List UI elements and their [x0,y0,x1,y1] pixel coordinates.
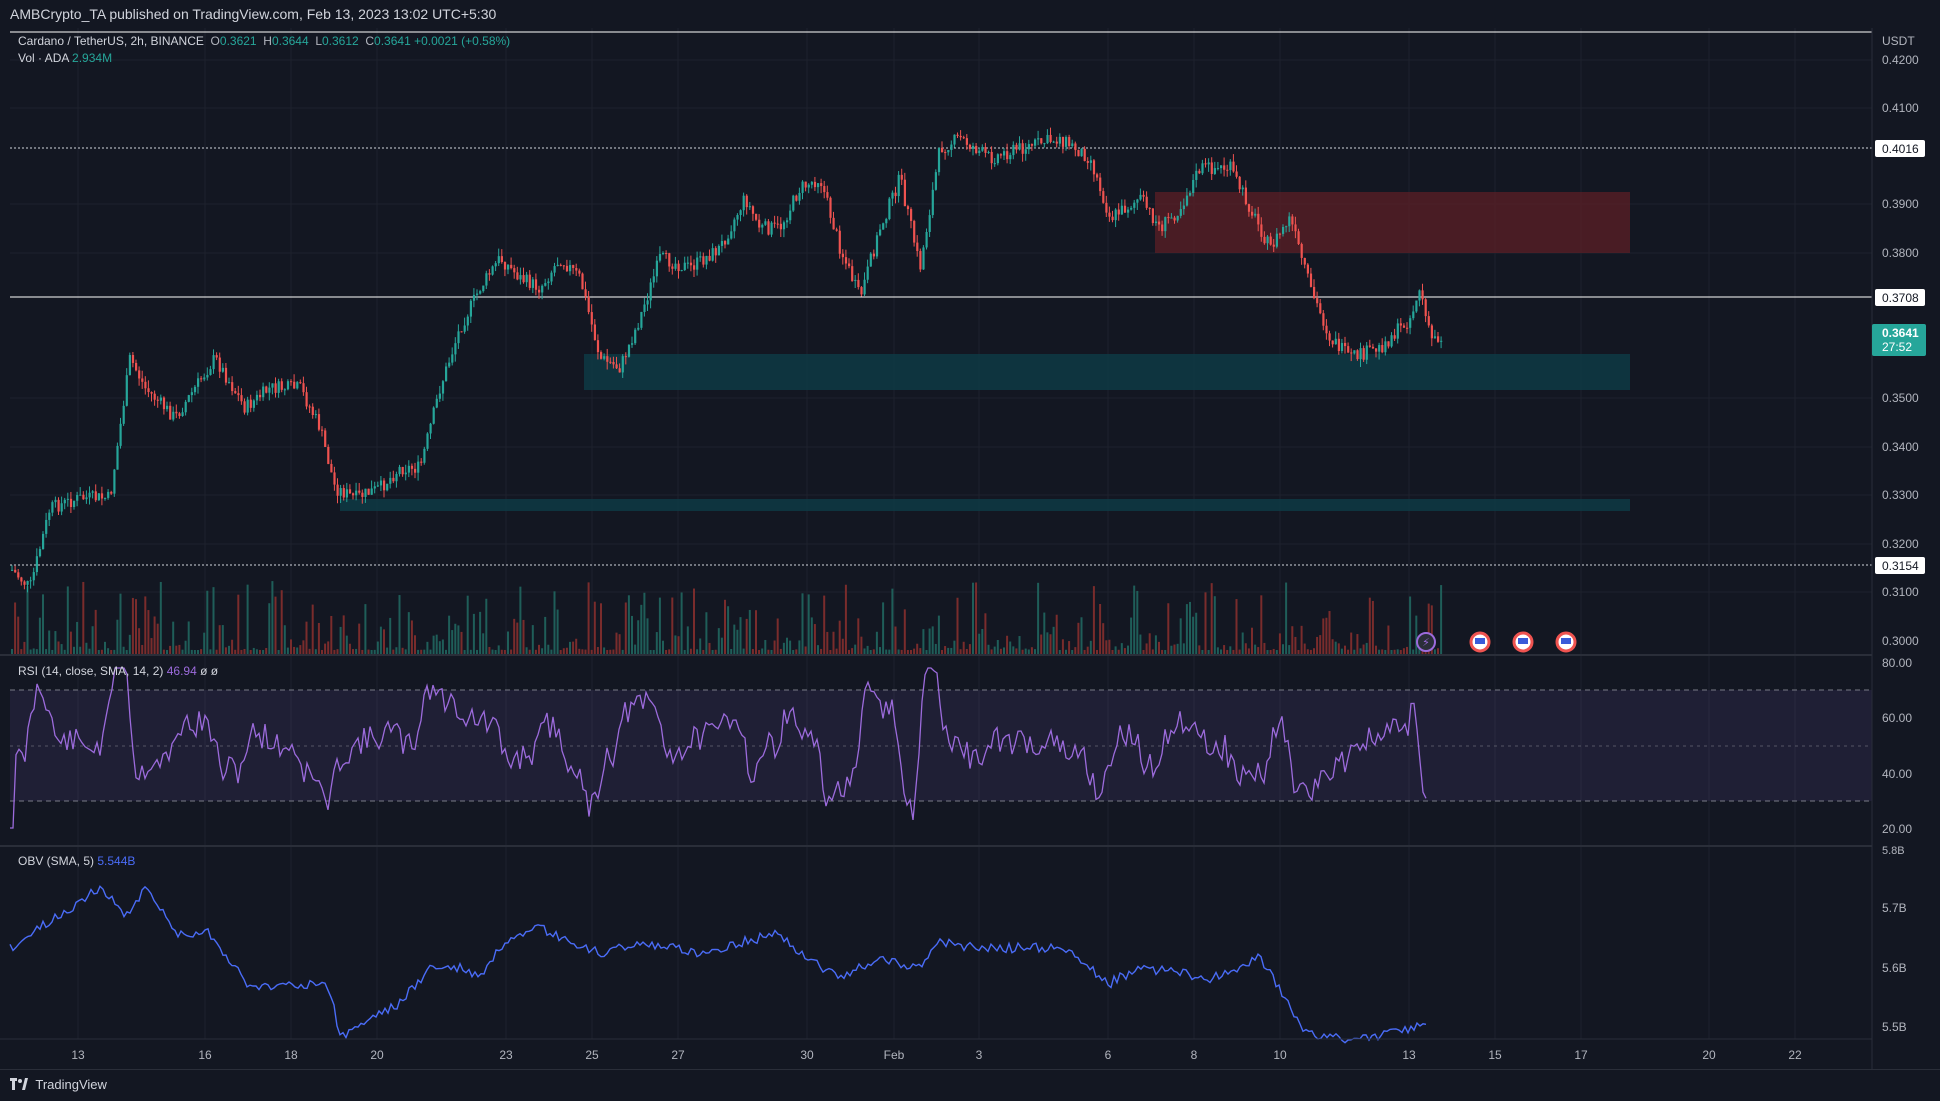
price-tick: 0.4200 [1882,53,1919,67]
volume-value: 2.934M [72,51,113,65]
price-tick: 0.3800 [1882,246,1919,260]
time-tick: 20 [1702,1048,1716,1062]
price-tick: 0.3300 [1882,488,1919,502]
supply-zone [1155,192,1630,253]
candlesticks [11,127,1443,593]
obv-tick: 5.6B [1882,961,1907,975]
rsi-label: RSI (14, close, SMA, 14, 2) [18,664,164,678]
publish-header: AMBCrypto_TA published on TradingView.co… [0,0,1940,28]
time-tick: 13 [1402,1048,1416,1062]
obv-value: 5.544B [97,854,136,868]
price-axis-ticks[interactable]: 0.4200 0.4100 0.3900 0.3800 0.3500 0.340… [1882,53,1919,648]
demand-zone-lower [340,499,1630,511]
time-tick: 17 [1574,1048,1588,1062]
chart-canvas[interactable]: ⚡ USDT 0.4200 0.4100 0.3900 0.3800 0.350… [0,28,1940,1075]
symbol-legend[interactable]: Cardano / TetherUS, 2h, BINANCE O0.3621 … [18,34,511,48]
rsi-line [10,667,1427,829]
tradingview-logo-icon[interactable] [10,1071,28,1101]
footer: TradingView [0,1069,1940,1099]
price-label-box [1875,289,1925,306]
obv-label: OBV (SMA, 5) [18,854,95,868]
low-value: 0.3612 [322,34,359,48]
time-tick: 16 [198,1048,212,1062]
time-tick: Feb [884,1048,905,1062]
time-tick: 13 [71,1048,85,1062]
open-value: 0.3621 [219,34,257,48]
time-tick: 23 [499,1048,513,1062]
obv-tick: 5.5B [1882,1020,1907,1034]
time-tick: 18 [284,1048,298,1062]
price-label-r1: 0.4016 [1882,142,1919,156]
time-tick: 8 [1191,1048,1198,1062]
time-tick: 30 [800,1048,814,1062]
time-tick: 3 [976,1048,983,1062]
price-label-s1: 0.3154 [1882,559,1919,573]
demand-zone-upper [584,354,1630,390]
symbol-title: Cardano / TetherUS, 2h, BINANCE [18,34,204,48]
change-value: +0.0021 (+0.58%) [414,34,511,48]
lightning-glyph: ⚡ [1422,637,1430,649]
rsi-legend[interactable]: RSI (14, close, SMA, 14, 2) 46.94 ø ø [18,664,218,678]
last-price-box [1872,324,1926,356]
obv-legend[interactable]: OBV (SMA, 5) 5.544B [18,854,135,868]
rsi-tick: 80.00 [1882,656,1912,670]
last-price-label: 0.3641 [1882,326,1919,340]
rsi-tick: 60.00 [1882,711,1912,725]
time-tick: 15 [1488,1048,1502,1062]
price-tick: 0.3400 [1882,440,1919,454]
time-tick: 27 [671,1048,685,1062]
time-axis[interactable]: 13 16 18 20 23 25 27 30 Feb 3 6 8 10 13 15 17 20 22 [71,1048,1802,1062]
grid [10,28,1872,1039]
price-tick: 0.3900 [1882,197,1919,211]
time-tick: 25 [585,1048,599,1062]
time-tick: 10 [1273,1048,1287,1062]
lightning-event-icon[interactable] [1416,632,1436,652]
price-tick: 0.4100 [1882,101,1919,115]
volume-label: Vol · ADA [18,51,69,65]
rsi-axis-ticks[interactable]: 80.00 60.00 40.00 20.00 [1882,656,1912,836]
close-value: 0.3641 [374,34,411,48]
price-tick: 0.3100 [1882,585,1919,599]
time-tick: 22 [1788,1048,1802,1062]
chart-area[interactable]: ⚡ USDT 0.4200 0.4100 0.3900 0.3800 0.350… [0,28,1940,1075]
price-label-box [1875,140,1925,157]
obv-line [9,885,1427,1044]
volume-legend[interactable]: Vol · ADA 2.934M [18,51,112,65]
event-icons: ⚡ [1416,631,1577,653]
rsi-value: 46.94 [166,664,197,678]
currency-label: USDT [1882,34,1915,48]
obv-axis-ticks[interactable]: 5.8B 5.7B 5.6B 5.5B [1882,845,1907,1034]
price-tick: 0.3000 [1882,634,1919,648]
time-tick: 20 [370,1048,384,1062]
obv-tick: 5.7B [1882,901,1907,915]
rsi-tick: 40.00 [1882,767,1912,781]
high-value: 0.3644 [271,34,309,48]
publish-text: AMBCrypto_TA published on TradingView.co… [10,6,497,22]
brand-label[interactable]: TradingView [35,1077,107,1092]
volume-bars [11,581,1443,654]
price-label-r2: 0.3708 [1882,291,1919,305]
obv-tick: 5.8B [1882,845,1905,857]
price-tick: 0.3500 [1882,391,1919,405]
time-tick: 6 [1105,1048,1112,1062]
countdown-label: 27:52 [1882,340,1912,354]
price-label-box [1875,557,1925,574]
price-tick: 0.3200 [1882,537,1919,551]
rsi-extra: ø ø [200,664,219,678]
rsi-tick: 20.00 [1882,822,1912,836]
